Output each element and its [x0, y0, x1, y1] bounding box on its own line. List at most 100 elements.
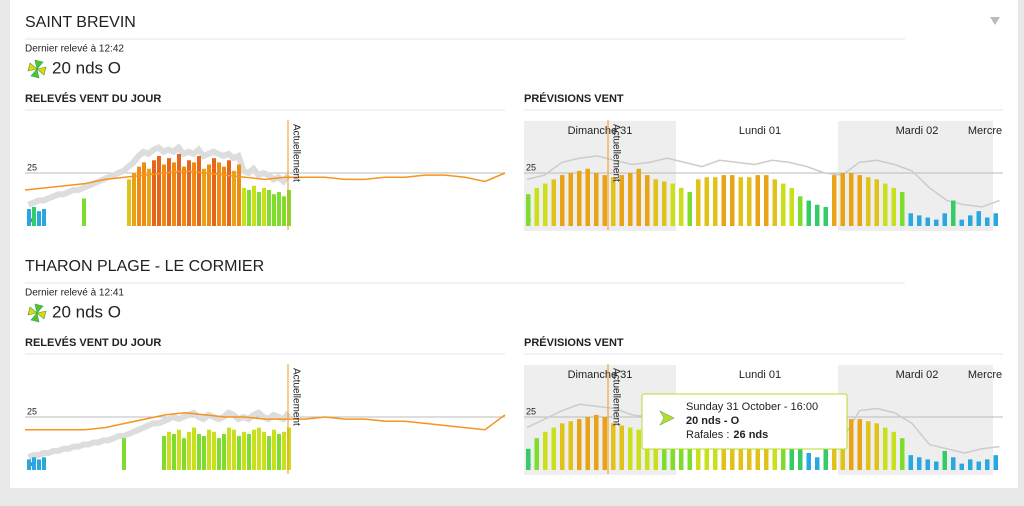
forecast-line [24, 170, 506, 191]
wind-bar [764, 175, 769, 226]
wind-bar [272, 194, 276, 226]
wind-bar [202, 168, 206, 226]
wind-bar [167, 431, 171, 470]
wind-bar [127, 179, 131, 226]
wind-bar [713, 177, 718, 226]
now-label: Actuellement [610, 124, 621, 182]
collapse-toggle[interactable] [990, 17, 1000, 25]
wind-bar [942, 450, 947, 470]
wind-bar [934, 219, 939, 226]
wind-bar [157, 156, 161, 226]
icon-blade [30, 312, 40, 323]
wind-bar [653, 179, 658, 226]
wind-bar [585, 417, 590, 470]
wind-bar [628, 173, 633, 226]
wind-bar [27, 459, 31, 470]
wind-bar [287, 189, 291, 226]
day-label: Mardi 02 [896, 369, 939, 381]
wind-bar [267, 189, 271, 226]
wind-bar [968, 459, 973, 470]
wind-bar [951, 200, 956, 226]
tooltip [641, 393, 848, 450]
wind-bar [823, 448, 828, 470]
wind-bar [262, 187, 266, 226]
wind-bar [42, 209, 46, 226]
wind-bar [252, 185, 256, 226]
wind-bar [560, 175, 565, 226]
wind-bar [917, 215, 922, 226]
wind-bar [192, 427, 196, 470]
y-tick-label: 25 [526, 162, 536, 172]
wind-bar [187, 431, 191, 470]
wind-bar [568, 173, 573, 226]
wind-bar [781, 183, 786, 226]
wind-bar [645, 431, 650, 470]
wind-icon [27, 59, 47, 79]
wind-bar [636, 429, 641, 470]
wind-bar [177, 153, 181, 226]
wind-bar [993, 213, 998, 226]
tooltip-title: Sunday 31 October - 16:00 [686, 401, 818, 413]
wind-bar [747, 177, 752, 226]
section-title: PRÉVISIONS VENT [524, 92, 624, 105]
wind-bar [282, 431, 286, 470]
wind-bar [257, 192, 261, 226]
wind-bar [162, 164, 166, 226]
day-label: Dimanche 31 [568, 369, 633, 381]
wind-bar [602, 417, 607, 470]
wind-bar [577, 419, 582, 470]
icon-blade [34, 303, 44, 314]
day-label: Lundi 01 [739, 369, 781, 381]
wind-bar [840, 173, 845, 226]
wind-bar [679, 438, 684, 470]
wind-bar [959, 219, 964, 226]
wind-bar [543, 431, 548, 470]
wind-bar [526, 194, 531, 226]
wind-bar [619, 175, 624, 226]
wind-bar [721, 175, 726, 226]
wind-bar [670, 183, 675, 226]
wind-bar [781, 438, 786, 470]
section-title: PRÉVISIONS VENT [524, 336, 624, 349]
wind-bar [262, 431, 266, 470]
icon-blade [30, 68, 40, 79]
wind-bar [602, 175, 607, 226]
wind-bar [908, 455, 913, 470]
wind-bar [611, 177, 616, 226]
wind-bar [874, 179, 879, 226]
wind-bar [985, 217, 990, 226]
wind-bar [679, 187, 684, 226]
gust-line [27, 143, 291, 208]
tooltip-gusts: Rafales : 26 nds [686, 429, 768, 441]
wind-bar [551, 427, 556, 470]
wind-bar [177, 429, 181, 470]
last-reading: Dernier relevé à 12:42 [25, 44, 124, 55]
wind-bar [27, 209, 31, 226]
wind-bar [232, 429, 236, 470]
wind-bar [172, 433, 176, 470]
day-shade [838, 121, 993, 231]
wind-bar [891, 187, 896, 226]
wind-bar [242, 187, 246, 226]
wind-bar [925, 217, 930, 226]
day-shade [524, 121, 676, 231]
wind-bar [568, 421, 573, 470]
wind-bar [142, 162, 146, 226]
wind-bar [232, 170, 236, 226]
wind-bar [772, 179, 777, 226]
wind-bar [628, 427, 633, 470]
wind-bar [242, 431, 246, 470]
wind-bar [37, 211, 41, 226]
wind-bar [696, 179, 701, 226]
day-label: Dimanche 31 [568, 125, 633, 137]
wind-bar [560, 423, 565, 470]
wind-bar [908, 213, 913, 226]
wind-bar [993, 455, 998, 470]
wind-bar [619, 425, 624, 470]
wind-bar [551, 179, 556, 226]
wind-bar [883, 183, 888, 226]
icon-blade [27, 62, 38, 72]
wind-bar [37, 459, 41, 470]
wind-bar [789, 187, 794, 226]
